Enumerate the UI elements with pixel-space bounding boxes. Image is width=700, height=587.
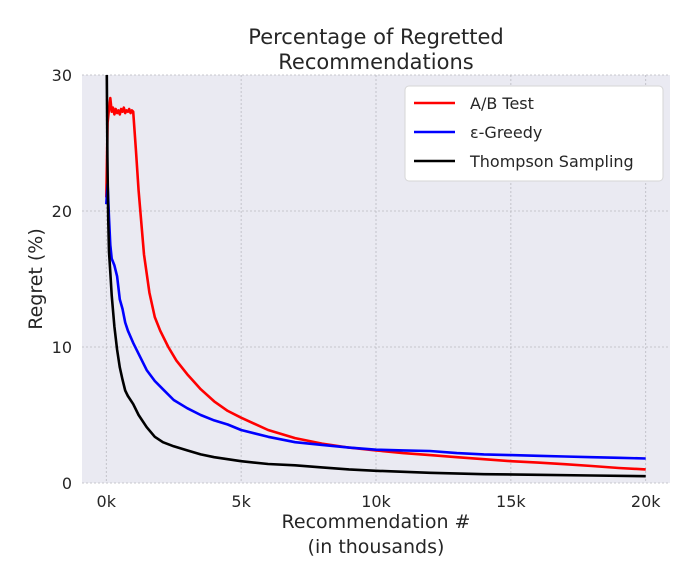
y-tick-label: 20 (52, 202, 72, 221)
y-axis-label: Regret (%) (25, 228, 47, 330)
x-tick-label: 20k (631, 492, 661, 511)
y-tick-label: 30 (52, 66, 72, 85)
series-line-ab-test (105, 96, 646, 471)
tick-labels: 0k 5k 10k 15k 20k 0 10 20 30 (52, 66, 662, 511)
series-line-epsilon-greedy (105, 182, 646, 460)
series-lines (105, 75, 646, 478)
x-axis-label-line-1: Recommendation # (282, 511, 471, 533)
series-line-thompson-sampling (105, 75, 646, 478)
legend: A/B Test ε-Greedy Thompson Sampling (404, 85, 664, 182)
x-axis-label-line-2: (in thousands) (308, 536, 445, 558)
y-tick-label: 0 (62, 474, 72, 493)
legend-label-ab-test: A/B Test (470, 94, 534, 113)
x-tick-label: 5k (231, 492, 251, 511)
legend-box (404, 85, 664, 182)
x-tick-label: 15k (496, 492, 526, 511)
chart-title-line-1: Percentage of Regretted (248, 25, 503, 49)
legend-label-thompson-sampling: Thompson Sampling (469, 152, 634, 171)
x-tick-label: 10k (361, 492, 391, 511)
chart-title-line-2: Recommendations (278, 50, 473, 74)
x-tick-label: 0k (97, 492, 117, 511)
y-tick-label: 10 (52, 338, 72, 357)
legend-label-epsilon-greedy: ε-Greedy (470, 123, 542, 142)
